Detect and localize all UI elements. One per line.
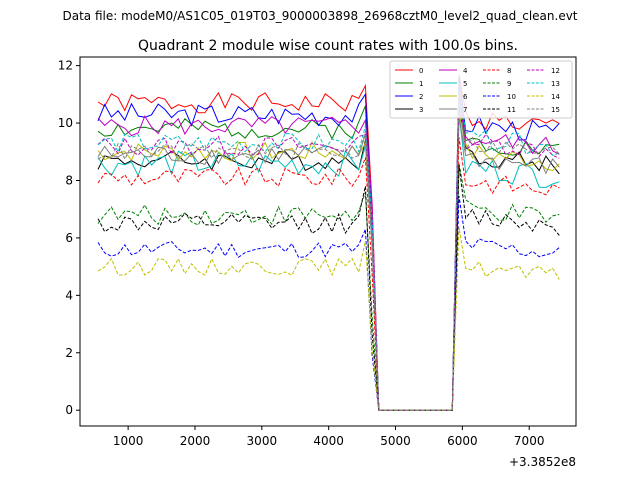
series-line-14 — [97, 227, 560, 411]
plot-frame — [79, 56, 577, 427]
series-line-4 — [97, 85, 560, 411]
series-line-6 — [97, 112, 560, 411]
series-line-2 — [97, 76, 560, 411]
y-tick-label: 12 — [58, 59, 73, 73]
x-offset-label: +3.3852e8 — [509, 455, 576, 469]
legend-label-11: 11 — [507, 106, 516, 114]
chart-title: Quadrant 2 module wise count rates with … — [138, 38, 518, 54]
y-tick-label: 4 — [65, 288, 73, 302]
y-tick-label: 8 — [65, 173, 73, 187]
y-tick-label: 10 — [58, 116, 73, 130]
series-line-10 — [97, 195, 560, 411]
legend-label-0: 0 — [419, 67, 423, 75]
legend-label-10: 10 — [507, 93, 516, 101]
legend-label-5: 5 — [463, 80, 467, 88]
legend-label-4: 4 — [463, 67, 468, 75]
x-tick-label: 1000 — [113, 434, 144, 448]
series-line-7 — [97, 116, 560, 411]
legend-label-1: 1 — [419, 80, 423, 88]
series-line-13 — [97, 82, 560, 411]
series-layer — [97, 74, 560, 411]
series-line-8 — [97, 137, 560, 411]
legend-label-3: 3 — [419, 106, 423, 114]
legend-label-2: 2 — [419, 93, 423, 101]
legend-label-9: 9 — [507, 80, 511, 88]
x-tick-label: 3000 — [247, 434, 278, 448]
legend-label-15: 15 — [551, 106, 560, 114]
legend-label-8: 8 — [507, 67, 511, 75]
y-tick-label: 6 — [65, 231, 73, 245]
x-tick-label: 7000 — [514, 434, 545, 448]
series-line-9 — [97, 163, 560, 411]
x-tick-label: 6000 — [447, 434, 478, 448]
y-tick-label: 2 — [65, 346, 73, 360]
legend-label-14: 14 — [551, 93, 560, 101]
series-line-5 — [97, 112, 560, 411]
x-tick-label: 5000 — [380, 434, 411, 448]
legend-box — [389, 60, 573, 119]
series-line-12 — [97, 87, 560, 411]
y-tick-label: 0 — [65, 403, 73, 417]
y-axis: 0 2 4 6 8 10 12 — [58, 59, 80, 417]
series-line-1 — [97, 95, 560, 411]
legend-label-13: 13 — [551, 80, 560, 88]
x-tick-label: 2000 — [180, 434, 211, 448]
legend-label-6: 6 — [463, 93, 468, 101]
x-axis: 1000 2000 3000 4000 5000 6000 7000 — [113, 426, 545, 448]
figure-suptitle: Data file: modeM0/AS1C05_019T03_90000038… — [62, 9, 577, 23]
x-tick-label: 4000 — [313, 434, 344, 448]
series-line-15 — [97, 101, 560, 411]
series-line-11 — [97, 164, 560, 411]
legend-label-12: 12 — [551, 67, 560, 75]
legend-label-7: 7 — [463, 106, 467, 114]
